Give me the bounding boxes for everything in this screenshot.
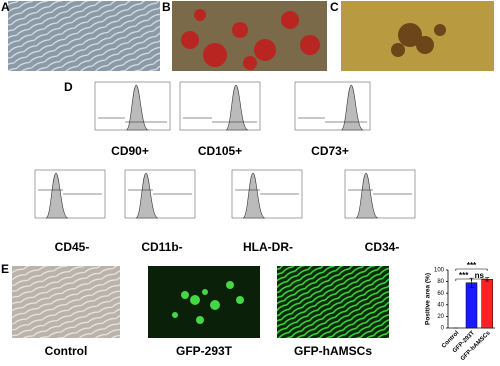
histogram-frame: [344, 169, 416, 219]
image-a: [8, 1, 160, 71]
significance: ***: [467, 261, 477, 270]
histogram-frame: [124, 169, 196, 219]
image-control: [12, 266, 120, 338]
image-gfp-hamscs: [277, 266, 389, 338]
gate: [348, 189, 412, 195]
significance-bracket: [455, 268, 488, 271]
x-tick-label: GFP-hAMSCs: [460, 330, 492, 362]
histogram-frame: [34, 169, 106, 219]
panel-label: A: [1, 0, 10, 14]
marker-label: HLA-DR-: [243, 240, 293, 254]
histogram-frame: [294, 81, 371, 131]
y-tick-label: 60: [437, 291, 444, 297]
significance: ns: [475, 271, 485, 280]
histogram: [225, 84, 249, 131]
bar: [481, 279, 493, 329]
marker-label: CD73+: [311, 144, 349, 158]
marker-label: CD105+: [198, 144, 242, 158]
y-tick-label: 100: [434, 268, 445, 274]
histogram: [45, 172, 69, 219]
y-axis-label: Positive area (%): [425, 273, 432, 325]
dark-stain: [391, 23, 446, 57]
histogram-frame: [179, 81, 261, 131]
significance-bracket: [471, 278, 488, 281]
green-cells: [172, 281, 244, 324]
y-tick-label: 0: [441, 326, 445, 332]
histogram: [340, 84, 364, 131]
marker-label: CD34-: [365, 240, 400, 254]
panel-label: E: [1, 262, 9, 276]
gate: [38, 189, 102, 195]
histogram: [125, 84, 149, 131]
marker-label: CD90+: [111, 144, 149, 158]
gate: [235, 189, 299, 195]
histogram: [135, 172, 159, 219]
y-tick-label: 40: [437, 302, 444, 308]
panel-label: B: [162, 0, 171, 14]
red-stain: [181, 9, 320, 70]
panel-label: C: [330, 0, 339, 14]
marker-label: CD11b-: [141, 240, 182, 254]
histogram: [242, 172, 266, 219]
y-tick-label: 20: [437, 314, 444, 320]
y-tick-label: 80: [437, 279, 444, 285]
panel-label: D: [64, 80, 73, 94]
significance: ***: [459, 271, 469, 280]
image-label: GFP-293T: [176, 344, 233, 358]
gate: [98, 117, 167, 123]
marker-label: CD45-: [55, 240, 90, 254]
histogram: [355, 172, 379, 219]
bar: [465, 282, 478, 329]
gate: [298, 117, 367, 123]
histogram-frame: [231, 169, 303, 219]
image-label: Control: [45, 344, 88, 358]
image-label: GFP-hAMSCs: [294, 344, 372, 358]
gate: [183, 117, 257, 123]
gate: [128, 189, 192, 195]
